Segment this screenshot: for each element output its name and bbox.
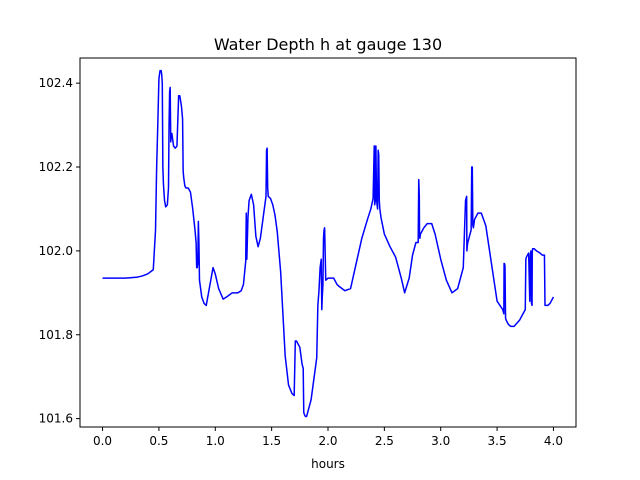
series-line-0 xyxy=(102,69,555,418)
x-tick-label: 1.0 xyxy=(206,434,225,448)
y-tick-label: 102.2 xyxy=(39,160,73,174)
y-tick-label: 101.8 xyxy=(39,328,73,342)
x-axis: 0.0 0.5 1.0 1.5 2.0 2.5 3.0 3.5 4.0 xyxy=(93,427,563,448)
x-tick-label: 0.5 xyxy=(149,434,168,448)
plot-area xyxy=(102,69,555,418)
y-tick-label: 101.6 xyxy=(39,412,73,426)
x-tick-label: 2.5 xyxy=(375,434,394,448)
y-tick-label: 102.4 xyxy=(39,76,73,90)
x-tick-label: 2.0 xyxy=(318,434,337,448)
x-tick-label: 1.5 xyxy=(262,434,281,448)
x-tick-label: 0.0 xyxy=(93,434,112,448)
y-tick-label: 102.0 xyxy=(39,244,73,258)
x-tick-label: 3.0 xyxy=(431,434,450,448)
x-axis-label: hours xyxy=(311,457,345,471)
chart-title: Water Depth h at gauge 130 xyxy=(214,35,442,54)
y-axis: 101.6 101.8 102.0 102.2 102.4 xyxy=(39,76,80,426)
x-tick-label: 3.5 xyxy=(488,434,507,448)
x-tick-label: 4.0 xyxy=(544,434,563,448)
